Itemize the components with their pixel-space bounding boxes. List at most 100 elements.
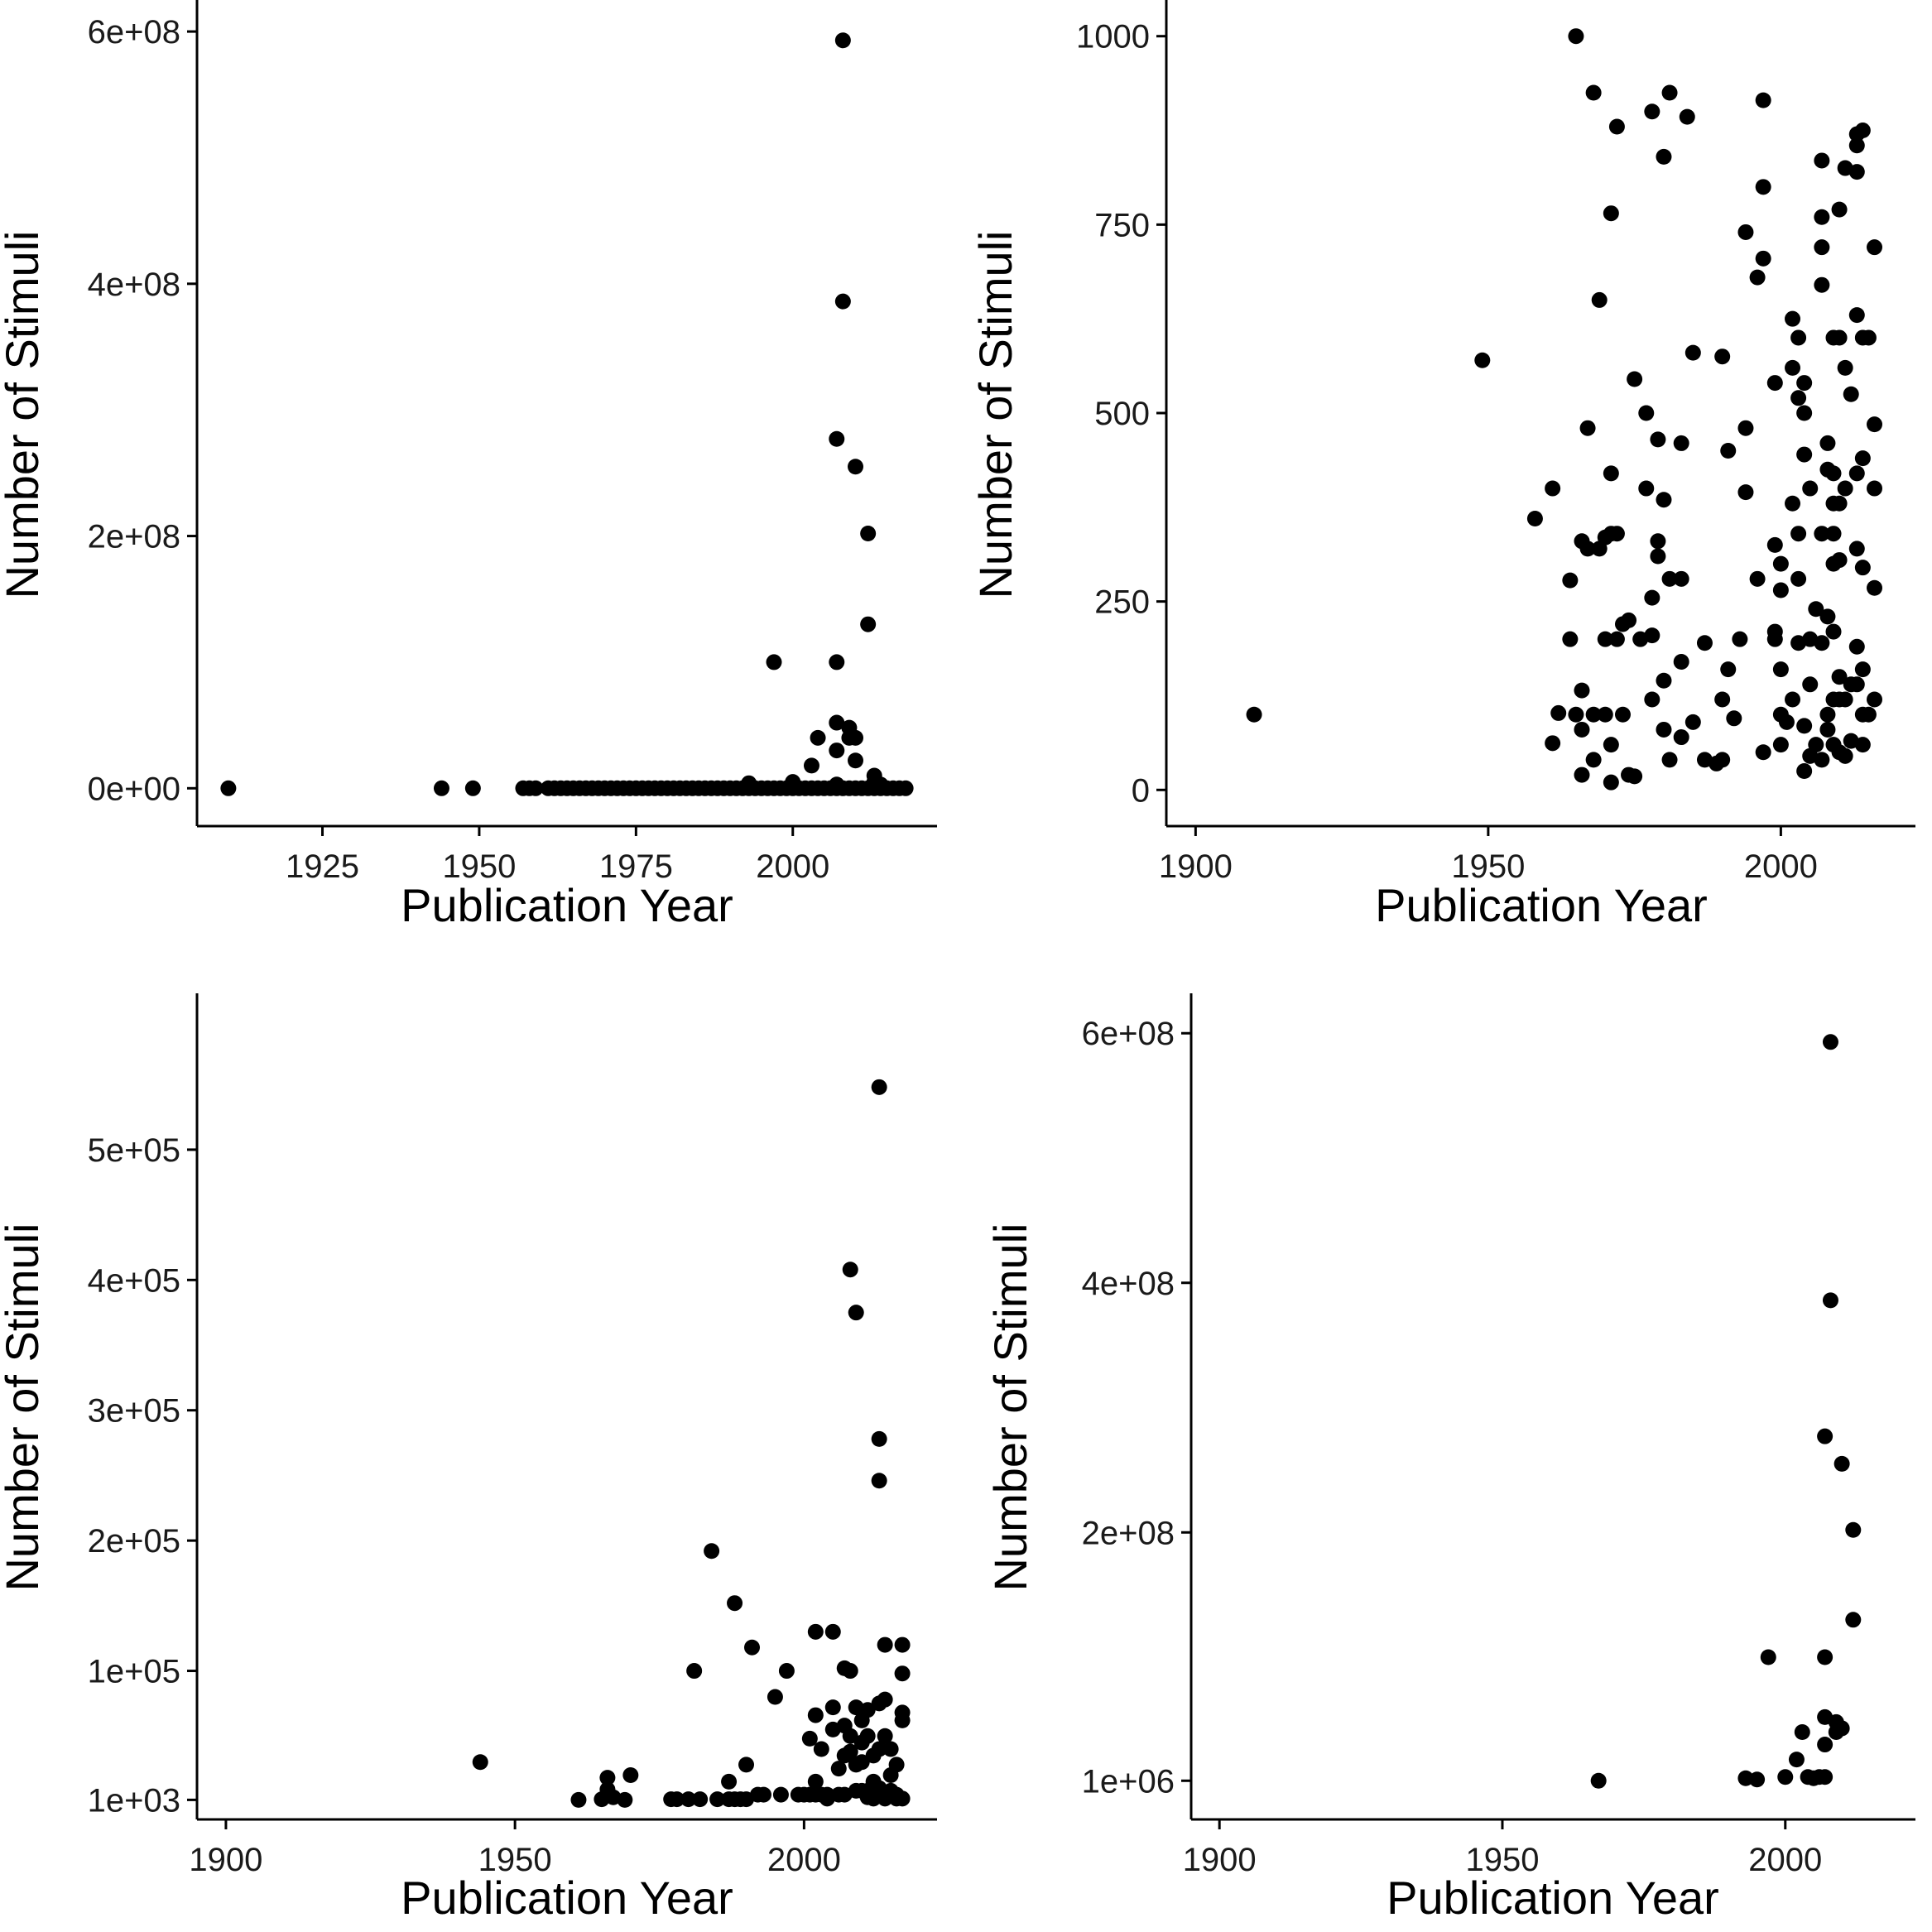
data-point	[1831, 201, 1848, 218]
data-point	[1585, 706, 1602, 723]
data-point	[1854, 123, 1871, 139]
data-point	[1590, 1772, 1607, 1789]
data-point	[882, 1741, 899, 1757]
x-tick-label: 1900	[189, 1842, 262, 1878]
data-point	[1644, 691, 1660, 708]
data-point	[1603, 465, 1619, 482]
data-point	[1822, 1292, 1838, 1309]
y-axis-title: Number of Stimuli	[969, 230, 1021, 598]
data-point	[755, 1786, 771, 1803]
data-point	[860, 526, 877, 542]
data-points	[1590, 1034, 1862, 1789]
data-point	[1785, 359, 1801, 376]
data-point	[1550, 704, 1567, 721]
data-point	[692, 1791, 709, 1808]
data-point	[1814, 635, 1830, 651]
x-tick-label: 1950	[1451, 848, 1525, 885]
y-tick-label: 0	[1132, 772, 1150, 809]
data-point	[1656, 492, 1672, 508]
data-point	[1867, 579, 1883, 596]
data-point	[871, 1079, 887, 1095]
data-point	[1579, 420, 1596, 436]
data-point	[894, 1790, 911, 1807]
y-tick-label: 0e+00	[88, 771, 180, 807]
data-points	[220, 32, 914, 796]
data-point	[1650, 431, 1666, 448]
data-point	[894, 1712, 911, 1728]
data-point	[807, 1707, 824, 1723]
data-point	[1673, 653, 1689, 670]
y-tick-label: 3e+05	[88, 1393, 180, 1430]
data-point	[1656, 672, 1672, 689]
data-point	[829, 776, 845, 793]
data-point	[1650, 548, 1666, 565]
data-point	[1819, 721, 1836, 738]
data-point	[871, 1741, 887, 1757]
x-axis-title: Publication Year	[401, 879, 733, 931]
data-point	[842, 1743, 858, 1760]
data-point	[829, 654, 845, 670]
data-point	[727, 1595, 743, 1612]
data-point	[1603, 205, 1619, 222]
data-point	[1825, 526, 1842, 542]
data-point	[1608, 526, 1625, 542]
data-point	[1785, 691, 1801, 708]
data-point	[1656, 148, 1672, 165]
y-axis-title: Number of Stimuli	[984, 1223, 1036, 1591]
data-point	[810, 729, 826, 746]
y-axis-title: Number of Stimuli	[0, 230, 48, 598]
y-tick-label: 4e+08	[1082, 1266, 1175, 1302]
data-points	[1246, 28, 1883, 791]
data-point	[1785, 495, 1801, 512]
data-point	[680, 1791, 697, 1808]
data-point	[1796, 718, 1813, 734]
data-point	[1833, 1720, 1850, 1737]
data-point	[1574, 767, 1590, 783]
x-axis-title: Publication Year	[1375, 879, 1708, 931]
data-point	[1785, 310, 1801, 327]
data-point	[709, 1791, 726, 1808]
data-point	[1638, 405, 1655, 421]
x-tick-label: 1925	[286, 848, 359, 885]
data-point	[1574, 682, 1590, 699]
data-point	[1644, 627, 1660, 644]
data-point	[1720, 443, 1737, 459]
data-point	[1854, 450, 1871, 467]
data-point	[772, 1786, 789, 1803]
data-point	[1684, 714, 1701, 730]
data-point	[1714, 348, 1731, 365]
data-point	[1860, 329, 1877, 346]
data-point	[1867, 416, 1883, 433]
data-point	[1621, 612, 1637, 628]
y-tick-label: 1e+06	[1082, 1763, 1175, 1800]
x-axis-title: Publication Year	[1387, 1872, 1719, 1924]
data-point	[1246, 706, 1262, 723]
data-points	[472, 1079, 911, 1808]
data-point	[785, 774, 801, 791]
data-point	[1714, 691, 1731, 708]
data-point	[1585, 84, 1602, 101]
data-point	[1796, 763, 1813, 780]
data-point	[1819, 706, 1836, 723]
data-point	[1562, 572, 1579, 589]
data-point	[1714, 752, 1731, 768]
data-point	[1755, 92, 1771, 108]
data-point	[848, 752, 864, 769]
data-point	[877, 1728, 893, 1744]
data-point	[599, 1770, 616, 1786]
y-tick-label: 2e+08	[1082, 1515, 1175, 1551]
scatter-panel-3: 1e+03 1e+05 2e+05 3e+05 4e+05 5e+05 1900 1950 20…	[0, 993, 937, 1924]
data-point	[1796, 375, 1813, 392]
data-point	[1808, 737, 1824, 753]
data-point	[1597, 706, 1613, 723]
data-point	[1627, 371, 1643, 387]
data-point	[1772, 661, 1789, 678]
data-point	[220, 780, 237, 796]
data-point	[829, 743, 845, 759]
x-tick-label: 1950	[478, 1842, 552, 1878]
data-point	[1778, 714, 1795, 730]
data-point	[801, 1730, 818, 1747]
data-point	[1661, 752, 1678, 768]
y-tick-label: 4e+08	[88, 267, 180, 303]
data-point	[1814, 152, 1830, 169]
